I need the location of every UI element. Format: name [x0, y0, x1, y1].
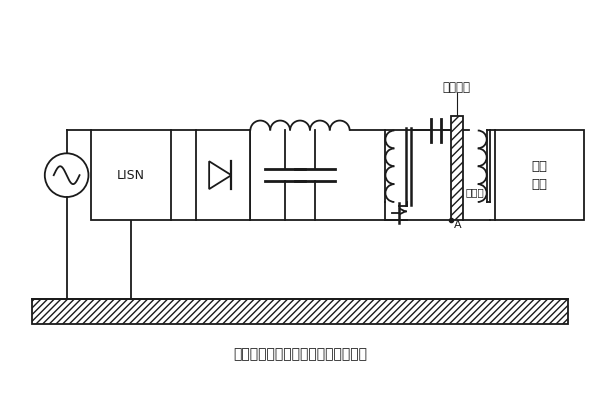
Bar	[494, 130, 584, 220]
Bar	[196, 130, 250, 220]
Bar	[91, 130, 171, 220]
Text: A: A	[454, 220, 461, 230]
Bar	[451, 116, 463, 220]
Text: 分布电容: 分布电容	[443, 81, 471, 94]
Text: LISN: LISN	[117, 169, 145, 182]
Text: 后级
电路: 后级 电路	[532, 160, 547, 191]
Text: 变压器屏蔽层接地在原理图中的位置: 变压器屏蔽层接地在原理图中的位置	[233, 347, 367, 361]
Text: 屏蔽层: 屏蔽层	[466, 187, 485, 197]
Bar	[32, 299, 568, 324]
